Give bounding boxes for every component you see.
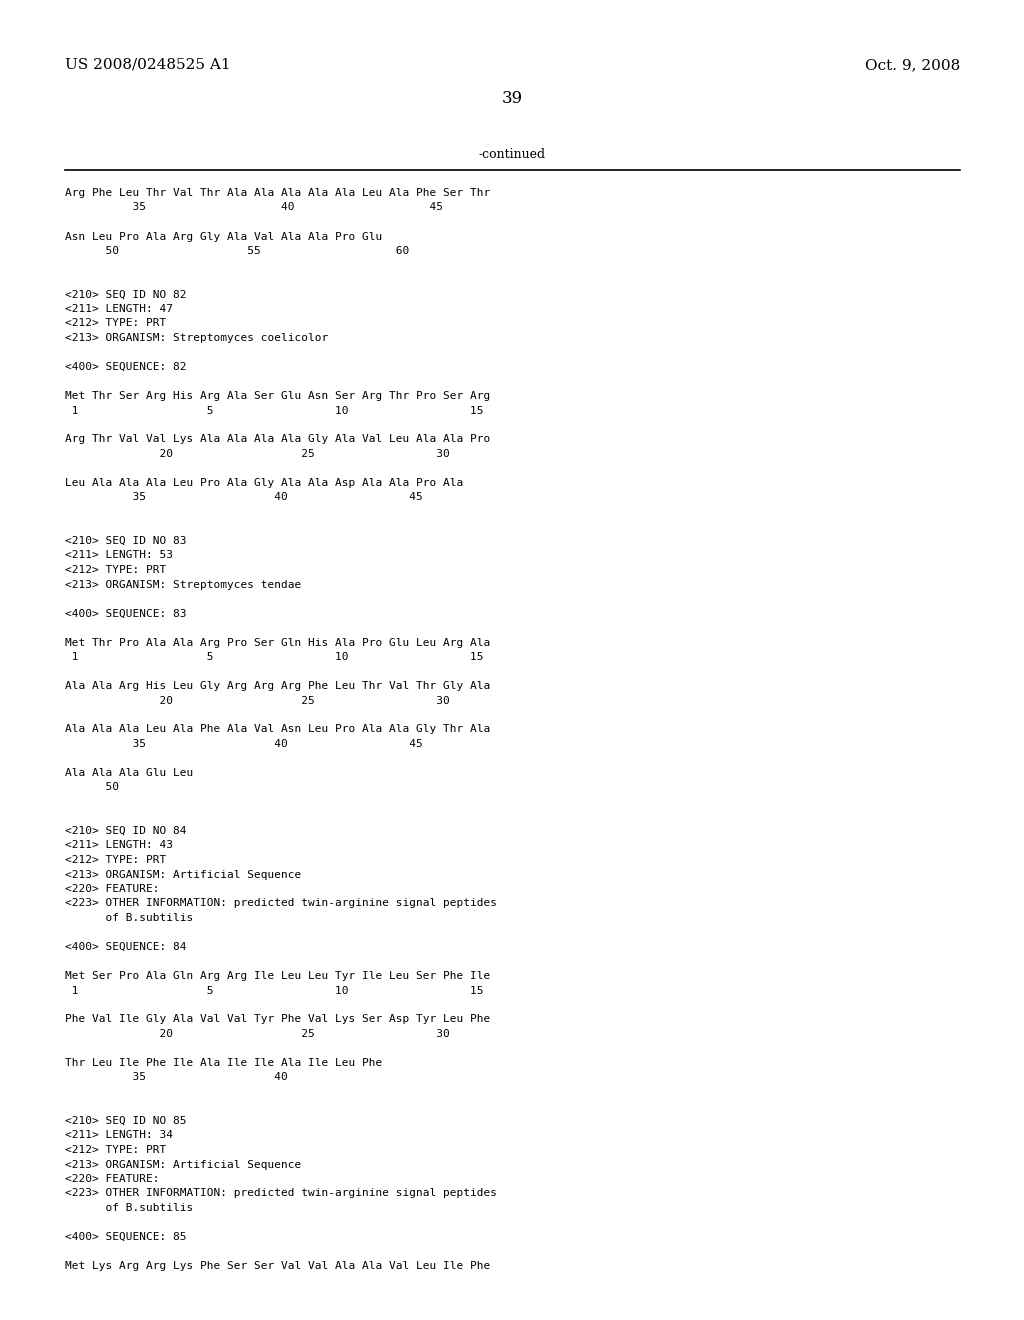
Text: Leu Ala Ala Ala Leu Pro Ala Gly Ala Ala Asp Ala Ala Pro Ala: Leu Ala Ala Ala Leu Pro Ala Gly Ala Ala … [65,478,463,488]
Text: Oct. 9, 2008: Oct. 9, 2008 [864,58,961,73]
Text: 50                   55                    60: 50 55 60 [65,246,410,256]
Text: Ala Ala Ala Leu Ala Phe Ala Val Asn Leu Pro Ala Ala Gly Thr Ala: Ala Ala Ala Leu Ala Phe Ala Val Asn Leu … [65,725,490,734]
Text: 35                    40                    45: 35 40 45 [65,202,443,213]
Text: <212> TYPE: PRT: <212> TYPE: PRT [65,1144,166,1155]
Text: of B.subtilis: of B.subtilis [65,1203,194,1213]
Text: <220> FEATURE:: <220> FEATURE: [65,1173,160,1184]
Text: Thr Leu Ile Phe Ile Ala Ile Ile Ala Ile Leu Phe: Thr Leu Ile Phe Ile Ala Ile Ile Ala Ile … [65,1059,382,1068]
Text: 35                   40: 35 40 [65,1072,288,1082]
Text: <210> SEQ ID NO 85: <210> SEQ ID NO 85 [65,1115,186,1126]
Text: <210> SEQ ID NO 84: <210> SEQ ID NO 84 [65,826,186,836]
Text: US 2008/0248525 A1: US 2008/0248525 A1 [65,58,230,73]
Text: 1                   5                  10                  15: 1 5 10 15 [65,986,483,995]
Text: <211> LENGTH: 43: <211> LENGTH: 43 [65,841,173,850]
Text: Met Lys Arg Arg Lys Phe Ser Ser Val Val Ala Ala Val Leu Ile Phe: Met Lys Arg Arg Lys Phe Ser Ser Val Val … [65,1261,490,1271]
Text: Phe Val Ile Gly Ala Val Val Tyr Phe Val Lys Ser Asp Tyr Leu Phe: Phe Val Ile Gly Ala Val Val Tyr Phe Val … [65,1015,490,1024]
Text: <400> SEQUENCE: 82: <400> SEQUENCE: 82 [65,362,186,372]
Text: <212> TYPE: PRT: <212> TYPE: PRT [65,855,166,865]
Text: <210> SEQ ID NO 83: <210> SEQ ID NO 83 [65,536,186,546]
Text: Met Thr Ser Arg His Arg Ala Ser Glu Asn Ser Arg Thr Pro Ser Arg: Met Thr Ser Arg His Arg Ala Ser Glu Asn … [65,391,490,401]
Text: Arg Thr Val Val Lys Ala Ala Ala Ala Gly Ala Val Leu Ala Ala Pro: Arg Thr Val Val Lys Ala Ala Ala Ala Gly … [65,434,490,445]
Text: Asn Leu Pro Ala Arg Gly Ala Val Ala Ala Pro Glu: Asn Leu Pro Ala Arg Gly Ala Val Ala Ala … [65,231,382,242]
Text: <223> OTHER INFORMATION: predicted twin-arginine signal peptides: <223> OTHER INFORMATION: predicted twin-… [65,899,497,908]
Text: <400> SEQUENCE: 84: <400> SEQUENCE: 84 [65,942,186,952]
Text: <210> SEQ ID NO 82: <210> SEQ ID NO 82 [65,289,186,300]
Text: 20                   25                  30: 20 25 30 [65,1030,450,1039]
Text: <213> ORGANISM: Streptomyces coelicolor: <213> ORGANISM: Streptomyces coelicolor [65,333,329,343]
Text: <211> LENGTH: 47: <211> LENGTH: 47 [65,304,173,314]
Text: <220> FEATURE:: <220> FEATURE: [65,884,160,894]
Text: Ala Ala Arg His Leu Gly Arg Arg Arg Phe Leu Thr Val Thr Gly Ala: Ala Ala Arg His Leu Gly Arg Arg Arg Phe … [65,681,490,690]
Text: Met Ser Pro Ala Gln Arg Arg Ile Leu Leu Tyr Ile Leu Ser Phe Ile: Met Ser Pro Ala Gln Arg Arg Ile Leu Leu … [65,972,490,981]
Text: Ala Ala Ala Glu Leu: Ala Ala Ala Glu Leu [65,768,194,777]
Text: 50: 50 [65,783,119,792]
Text: -continued: -continued [478,148,546,161]
Text: <213> ORGANISM: Artificial Sequence: <213> ORGANISM: Artificial Sequence [65,1159,301,1170]
Text: <211> LENGTH: 53: <211> LENGTH: 53 [65,550,173,561]
Text: 35                   40                  45: 35 40 45 [65,492,423,503]
Text: 20                   25                  30: 20 25 30 [65,449,450,459]
Text: <400> SEQUENCE: 83: <400> SEQUENCE: 83 [65,609,186,619]
Text: 35                   40                  45: 35 40 45 [65,739,423,748]
Text: Arg Phe Leu Thr Val Thr Ala Ala Ala Ala Ala Leu Ala Phe Ser Thr: Arg Phe Leu Thr Val Thr Ala Ala Ala Ala … [65,187,490,198]
Text: <400> SEQUENCE: 85: <400> SEQUENCE: 85 [65,1232,186,1242]
Text: 39: 39 [502,90,522,107]
Text: <213> ORGANISM: Streptomyces tendae: <213> ORGANISM: Streptomyces tendae [65,579,301,590]
Text: of B.subtilis: of B.subtilis [65,913,194,923]
Text: 20                   25                  30: 20 25 30 [65,696,450,705]
Text: <212> TYPE: PRT: <212> TYPE: PRT [65,318,166,329]
Text: 1                   5                  10                  15: 1 5 10 15 [65,652,483,663]
Text: 1                   5                  10                  15: 1 5 10 15 [65,405,483,416]
Text: <223> OTHER INFORMATION: predicted twin-arginine signal peptides: <223> OTHER INFORMATION: predicted twin-… [65,1188,497,1199]
Text: Met Thr Pro Ala Ala Arg Pro Ser Gln His Ala Pro Glu Leu Arg Ala: Met Thr Pro Ala Ala Arg Pro Ser Gln His … [65,638,490,648]
Text: <213> ORGANISM: Artificial Sequence: <213> ORGANISM: Artificial Sequence [65,870,301,879]
Text: <212> TYPE: PRT: <212> TYPE: PRT [65,565,166,576]
Text: <211> LENGTH: 34: <211> LENGTH: 34 [65,1130,173,1140]
